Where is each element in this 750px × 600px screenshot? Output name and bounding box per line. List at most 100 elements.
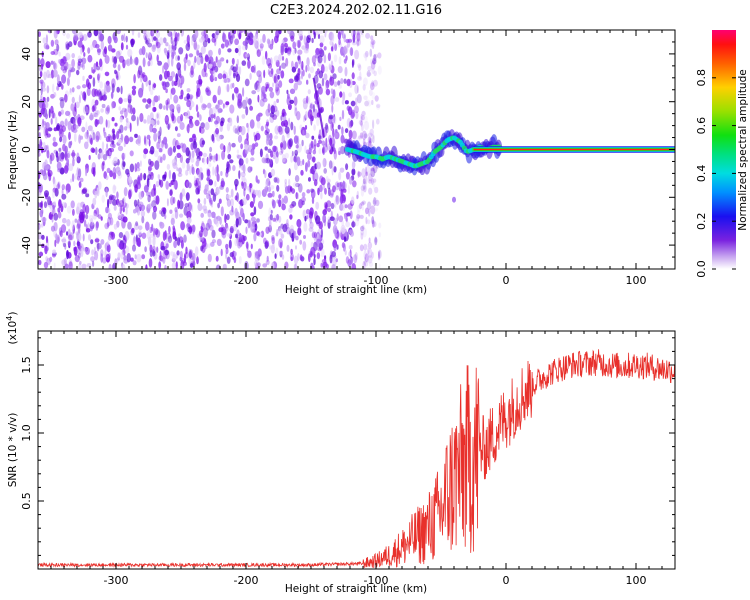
noise-speck: [303, 115, 306, 123]
noise-speck: [118, 242, 124, 250]
noise-speck: [279, 250, 284, 255]
noise-speck: [328, 160, 333, 169]
noise-speck: [296, 192, 300, 200]
noise-speck: [312, 149, 317, 155]
noise-speck: [229, 225, 234, 234]
noise-speck: [145, 52, 148, 59]
noise-speck: [241, 99, 247, 110]
noise-speck: [241, 60, 247, 66]
noise-speck: [39, 123, 45, 130]
noise-speck: [38, 259, 42, 266]
noise-speck: [318, 47, 323, 55]
noise-speck: [199, 125, 202, 134]
noise-speck: [121, 107, 127, 113]
noise-speck: [268, 70, 274, 78]
noise-speck: [309, 104, 314, 109]
noise-speck: [152, 205, 158, 213]
noise-speck: [136, 167, 141, 172]
noise-speck: [359, 71, 362, 80]
noise-speck: [226, 256, 231, 264]
noise-speck: [68, 90, 73, 95]
noise-speck: [161, 207, 166, 213]
noise-speck: [373, 70, 377, 77]
noise-speck: [67, 234, 73, 241]
noise-speck: [231, 57, 235, 65]
noise-speck: [77, 40, 83, 48]
noise-speck: [246, 132, 249, 141]
noise-speck: [320, 228, 323, 238]
noise-speck: [100, 89, 106, 94]
noise-speck: [374, 237, 378, 243]
y-tick-label: 0.5: [20, 492, 33, 510]
noise-speck: [66, 250, 69, 260]
noise-speck: [305, 65, 308, 73]
noise-speck: [120, 42, 124, 51]
noise-speck: [105, 175, 109, 181]
noise-speck: [62, 134, 67, 145]
noise-speck: [203, 197, 207, 206]
noise-speck: [118, 106, 121, 111]
noise-speck: [202, 152, 208, 158]
noise-speck: [78, 31, 83, 38]
noise-speck: [75, 101, 80, 109]
noise-speck: [73, 118, 76, 126]
noise-speck: [148, 59, 153, 67]
noise-speck: [128, 176, 133, 184]
noise-speck: [58, 59, 61, 64]
noise-speck: [374, 236, 378, 246]
noise-speck: [289, 88, 296, 95]
noise-speck: [237, 242, 242, 249]
noise-speck: [189, 263, 194, 268]
noise-speck: [322, 209, 328, 216]
noise-speck: [184, 251, 189, 259]
noise-speck: [315, 201, 320, 210]
noise-speck: [85, 213, 89, 220]
noise-speck: [270, 209, 273, 214]
noise-speck: [41, 209, 44, 214]
noise-speck: [38, 232, 43, 240]
noise-speck: [50, 200, 53, 206]
noise-speck: [136, 116, 139, 127]
noise-speck: [97, 73, 100, 81]
noise-speck: [101, 194, 105, 203]
noise-speck: [190, 156, 195, 163]
noise-speck: [294, 175, 300, 183]
noise-speck: [202, 40, 208, 48]
noise-speck: [111, 83, 115, 93]
noise-speck: [153, 250, 156, 257]
noise-speck: [245, 157, 249, 164]
noise-speck: [272, 82, 275, 88]
noise-speck: [170, 87, 176, 95]
noise-speck: [250, 223, 255, 233]
noise-speck: [156, 113, 159, 119]
noise-speck: [238, 216, 242, 226]
noise-speck: [223, 145, 226, 153]
noise-speck: [174, 207, 178, 213]
noise-speck: [357, 76, 363, 81]
noise-speck: [153, 95, 159, 103]
noise-speck: [183, 62, 187, 72]
noise-speck: [89, 221, 94, 232]
noise-speck: [294, 162, 298, 171]
noise-speck: [278, 30, 282, 35]
noise-speck: [338, 38, 341, 46]
noise-speck: [284, 42, 288, 48]
noise-speck: [157, 135, 161, 144]
noise-speck: [215, 255, 219, 262]
noise-speck: [374, 95, 379, 102]
noise-speck: [370, 60, 376, 70]
noise-speck: [153, 83, 157, 89]
colorbar-label: Normalized spectral amplitude: [737, 69, 749, 230]
noise-speck: [115, 166, 121, 175]
noise-speck: [172, 138, 177, 148]
noise-speck: [66, 190, 69, 195]
noise-speck: [170, 109, 174, 119]
noise-speck: [38, 170, 41, 180]
noise-speck: [294, 104, 297, 111]
noise-speck: [254, 251, 260, 259]
noise-speck: [218, 198, 222, 204]
noise-speck: [145, 104, 149, 109]
noise-speck: [41, 169, 47, 176]
noise-speck: [99, 135, 102, 141]
noise-speck: [288, 207, 293, 214]
